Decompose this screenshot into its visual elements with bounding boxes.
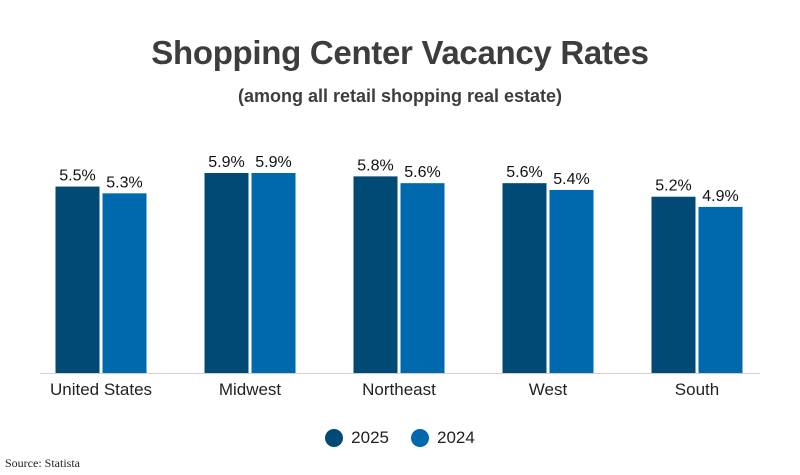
bar-2025-midwest <box>204 173 249 373</box>
x-tick-label-northeast: Northeast <box>362 380 436 399</box>
data-label-2024-south: 4.9% <box>702 188 738 205</box>
x-tick-label-midwest: Midwest <box>219 380 282 399</box>
bar-2024-united-states <box>102 193 147 373</box>
x-tick-label-west: West <box>529 380 568 399</box>
legend-label-2024: 2024 <box>437 428 475 447</box>
data-label-2024-west: 5.4% <box>553 171 589 188</box>
bar-2025-united-states <box>55 186 100 373</box>
x-tick-label-south: South <box>675 380 719 399</box>
bar-2024-northeast <box>400 183 445 373</box>
bar-2025-south <box>651 196 696 373</box>
bar-2024-south <box>698 206 743 373</box>
bar-2025-west <box>502 183 547 373</box>
x-tick-label-united-states: United States <box>50 380 152 399</box>
data-label-2025-northeast: 5.8% <box>357 157 393 174</box>
data-label-2025-united-states: 5.5% <box>59 168 95 185</box>
bar-2025-northeast <box>353 176 398 373</box>
data-label-2025-south: 5.2% <box>655 178 691 195</box>
chart-title: Shopping Center Vacancy Rates <box>151 34 649 71</box>
source-note: Source: Statista <box>5 456 80 470</box>
legend-swatch-2024 <box>411 429 429 447</box>
legend-label-2025: 2025 <box>351 428 389 447</box>
chart-legend: 2025 2024 <box>0 428 800 448</box>
legend-item-2025: 2025 <box>325 428 389 448</box>
data-label-2024-midwest: 5.9% <box>255 154 291 171</box>
chart-plot-area: 5.5% 5.3% United States 5.9% 5.9% Midwest 5.8%… <box>40 154 760 399</box>
data-label-2025-west: 5.6% <box>506 164 542 181</box>
data-label-2024-united-states: 5.3% <box>106 174 142 191</box>
bar-2024-west <box>549 189 594 373</box>
chart-subtitle: (among all retail shopping real estate) <box>237 86 563 106</box>
bar-2024-midwest <box>251 173 296 373</box>
data-label-2024-northeast: 5.6% <box>404 164 440 181</box>
legend-item-2024: 2024 <box>411 428 475 448</box>
data-label-2025-midwest: 5.9% <box>208 154 244 171</box>
legend-swatch-2025 <box>325 429 344 447</box>
